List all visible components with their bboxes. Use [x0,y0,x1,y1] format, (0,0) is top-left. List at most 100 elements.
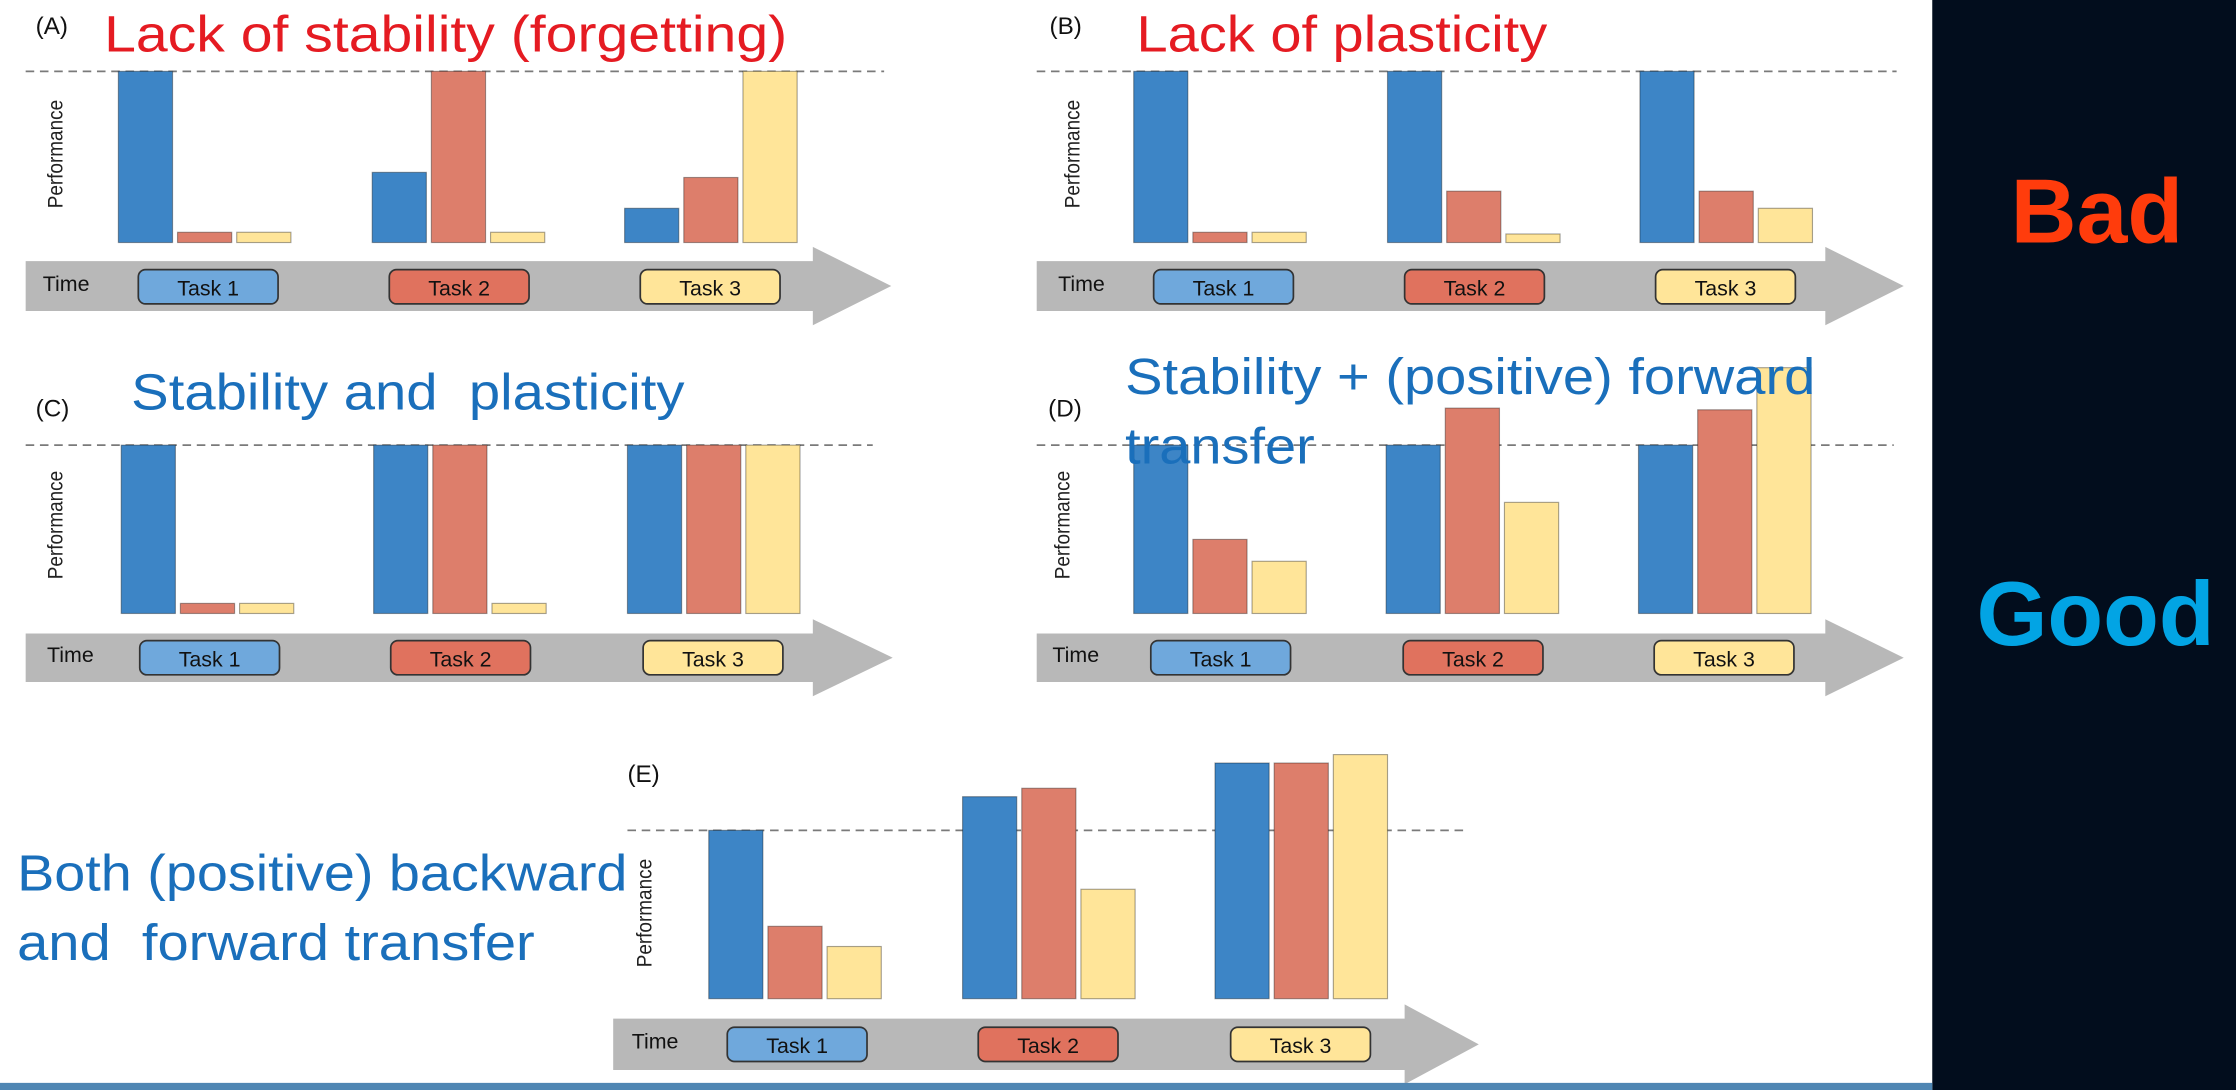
bar-series-3-group-3 [1332,754,1389,1000]
panel-d: Time Performance Task 1 Task 2 Task 3 (D) Stab… [1036,348,1904,697]
category-box-2 [1403,268,1546,305]
category-label-2: Task 2 [430,647,492,671]
category-label-1: Task 1 [1193,276,1255,300]
bar-series-3-group-1 [239,602,295,615]
bar-series-1-group-2 [373,444,429,615]
panel-title: Both (positive) backward [17,844,627,901]
bar-series-1-group-3 [1214,762,1270,1000]
bar-series-3-group-3 [742,70,798,244]
bar-series-1-group-3 [1639,70,1695,244]
time-axis-label: Time [43,272,90,296]
bar-series-2-group-1 [176,231,233,244]
category-box-3 [642,639,784,676]
panel-title: and forward transfer [17,914,535,971]
bar-series-2-group-3 [1273,762,1329,1000]
panel-title: Stability and plasticity [131,363,685,420]
bar-series-2-group-1 [179,602,236,615]
category-box-3 [639,268,781,305]
category-box-1 [137,268,279,305]
bar-series-3-group-2 [1503,501,1560,615]
panel-title: Lack of stability (forgetting) [104,5,787,62]
panel-e: Time Performance Task 1 Task 2 Task 3 (E) Both… [17,754,1479,1085]
bar-series-1-group-2 [1385,444,1441,615]
bar-series-3-group-3 [745,444,801,615]
category-label-1: Task 1 [179,647,241,671]
bar-series-3-group-1 [236,231,292,244]
category-box-2 [389,639,532,676]
category-box-1 [1149,639,1292,676]
good-label: Good [1976,563,2214,665]
bar-series-2-group-3 [686,444,742,615]
panel-c: Time Performance Task 1 Task 2 Task 3 (C) Stab… [25,363,893,697]
category-box-1 [726,1026,868,1063]
bar-series-1-group-2 [1386,70,1443,244]
right-side-panel [1932,0,2236,1090]
category-box-2 [388,268,530,305]
y-axis-label: Performance [1051,471,1075,579]
category-label-3: Task 3 [679,276,741,300]
category-box-2 [1402,639,1544,676]
bar-series-2-group-2 [432,444,488,615]
y-axis-label: Performance [44,100,68,208]
bar-series-3-group-2 [1080,888,1136,1000]
bar-series-1-group-1 [1133,70,1189,244]
bar-series-2-group-3 [683,176,739,244]
slide-bottom-edge [0,1082,1933,1090]
bar-series-2-group-2 [430,70,487,244]
bar-series-1-group-1 [117,70,174,244]
category-label-2: Task 2 [428,276,490,300]
bar-series-1-group-1 [708,829,764,1000]
category-box-3 [1654,268,1797,305]
panel-title: Stability + (positive) forward [1125,348,1815,405]
bar-series-3-group-1 [826,945,882,1000]
category-label-2: Task 2 [1017,1034,1079,1058]
category-box-3 [1229,1026,1372,1063]
category-box-3 [1653,639,1795,676]
bar-series-1-group-3 [624,207,680,244]
category-label-3: Task 3 [1693,647,1755,671]
category-label-3: Task 3 [1270,1034,1332,1058]
panel-b: Time Performance Task 1 Task 2 Task 3 (B) Lack… [1036,5,1904,326]
panel-letter: (B) [1050,13,1082,40]
category-label-3: Task 3 [1695,276,1757,300]
panel-letter: (A) [36,13,68,40]
bar-series-1-group-3 [1637,444,1694,615]
bar-series-3-group-2 [489,231,546,244]
bar-series-2-group-3 [1698,190,1754,244]
category-label-1: Task 1 [177,276,239,300]
panel-letter: (E) [627,761,659,788]
category-label-1: Task 1 [1190,647,1252,671]
y-axis-label: Performance [1061,100,1085,208]
bar-series-2-group-2 [1446,190,1502,244]
bar-series-3-group-2 [491,602,547,615]
bar-series-1-group-3 [626,444,683,615]
bar-series-3-group-1 [1251,560,1307,615]
bar-series-3-group-1 [1251,231,1307,244]
category-label-2: Task 2 [1442,647,1504,671]
time-axis-label: Time [632,1030,679,1054]
bar-series-2-group-3 [1697,409,1753,615]
bar-series-3-group-3 [1756,367,1812,615]
bar-series-2-group-1 [1192,231,1248,244]
time-axis-label: Time [1058,272,1105,296]
y-axis-label: Performance [633,859,657,967]
bar-series-3-group-2 [1505,233,1561,244]
category-box-2 [977,1026,1119,1063]
panel-a: Time Performance Task 1 Task 2 Task 3 (A) Lack… [25,5,892,326]
y-axis-label: Performance [44,471,68,579]
time-axis-label: Time [1052,643,1099,667]
bar-series-2-group-2 [1021,787,1077,1000]
bar-series-3-group-3 [1757,207,1814,244]
category-box-1 [1152,268,1295,305]
panel-letter: (C) [36,396,70,423]
time-axis-label: Time [47,643,94,667]
category-box-1 [138,639,281,676]
panel-title: Lack of plasticity [1137,5,1548,62]
panel-title: transfer [1125,418,1315,475]
category-label-1: Task 1 [766,1034,828,1058]
bar-series-1-group-1 [120,444,176,615]
bad-label: Bad [2011,161,2183,263]
bar-series-1-group-2 [961,796,1018,1000]
category-label-2: Task 2 [1444,276,1506,300]
